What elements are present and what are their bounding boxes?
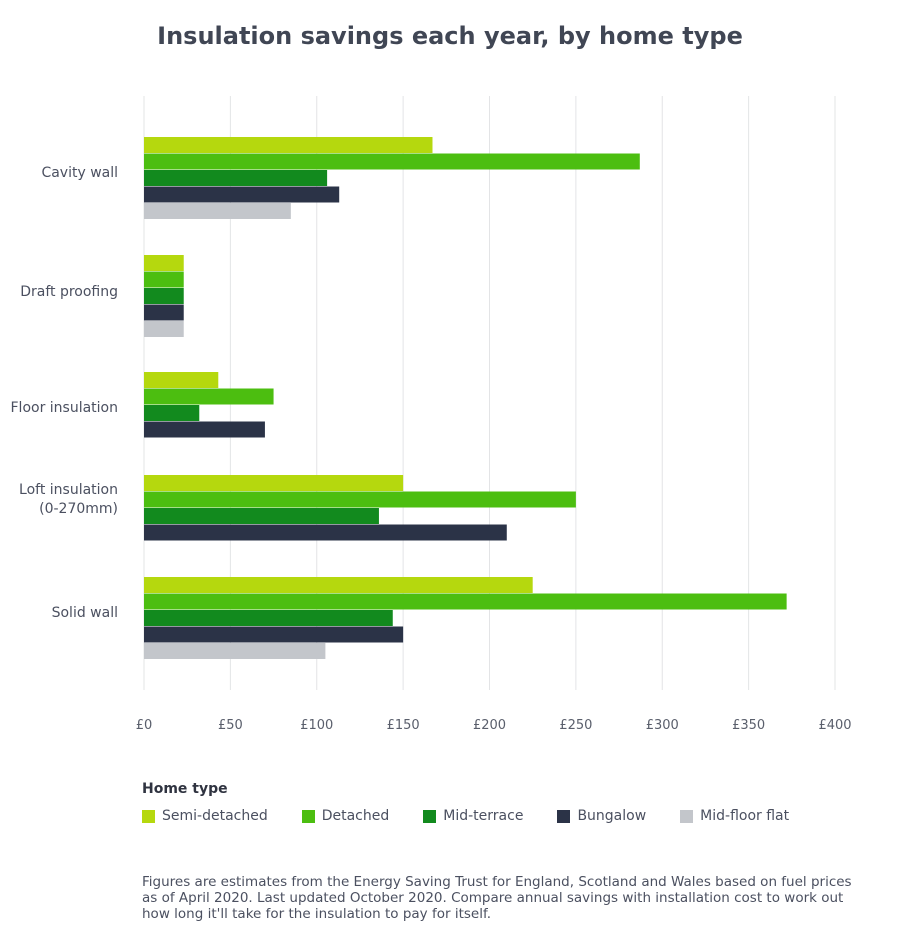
legend-item: Bungalow bbox=[557, 808, 646, 824]
x-tick-label: £250 bbox=[559, 718, 592, 733]
bar bbox=[144, 643, 326, 659]
x-tick-label: £150 bbox=[387, 718, 420, 733]
bar bbox=[144, 321, 184, 337]
bar bbox=[144, 491, 576, 508]
legend-item: Mid-floor flat bbox=[680, 808, 789, 824]
chart-title: Insulation savings each year, by home ty… bbox=[157, 22, 743, 50]
legend-item: Semi-detached bbox=[142, 808, 268, 824]
x-tick-label: £100 bbox=[300, 718, 333, 733]
legend-item: Detached bbox=[301, 808, 390, 824]
legend-title: Home type bbox=[142, 781, 228, 797]
legend-label: Bungalow bbox=[577, 808, 647, 824]
bar bbox=[144, 593, 787, 610]
bar-chart: £0 £50 £100 £150 £200 £250 £300 £350 £400 bbox=[136, 96, 852, 733]
x-tick-label: £350 bbox=[732, 718, 765, 733]
category-label: Draft proofing bbox=[20, 283, 118, 300]
x-tick-label: £400 bbox=[818, 718, 851, 733]
legend-swatch bbox=[142, 809, 155, 823]
category-label: Loft insulation (0-270mm) bbox=[19, 482, 118, 517]
bar bbox=[144, 524, 507, 541]
category-label: Floor insulation bbox=[10, 399, 119, 416]
bar bbox=[144, 405, 200, 421]
bar bbox=[144, 388, 274, 405]
bar bbox=[144, 372, 219, 388]
x-tick-label: £300 bbox=[646, 718, 679, 733]
legend-swatch bbox=[557, 809, 571, 823]
x-tick-label: £200 bbox=[473, 718, 506, 733]
bar bbox=[144, 610, 393, 626]
legend-item: Mid-terrace bbox=[423, 808, 523, 824]
legend-label: Semi-detached bbox=[162, 808, 268, 824]
legend-label: Mid-terrace bbox=[443, 808, 524, 824]
bar bbox=[144, 421, 265, 438]
x-tick-label: £0 bbox=[136, 718, 153, 733]
bar bbox=[144, 255, 184, 271]
bar bbox=[144, 137, 433, 153]
legend-swatch bbox=[301, 809, 315, 823]
category-label: Cavity wall bbox=[41, 164, 118, 181]
legend: Semi-detached Detached Mid-terrace Bungalow… bbox=[142, 808, 823, 824]
legend-swatch bbox=[680, 809, 694, 823]
bar bbox=[144, 626, 404, 643]
legend-swatch bbox=[423, 809, 437, 823]
bar bbox=[144, 186, 340, 203]
bar bbox=[144, 577, 533, 593]
legend-label: Mid-floor flat bbox=[700, 808, 790, 824]
bar bbox=[144, 271, 184, 288]
category-label: Solid wall bbox=[51, 604, 118, 621]
legend-label: Detached bbox=[321, 808, 390, 824]
x-tick-label: £50 bbox=[218, 718, 243, 733]
bar bbox=[144, 153, 640, 170]
bar bbox=[144, 304, 184, 321]
bar bbox=[144, 170, 328, 186]
bar bbox=[144, 288, 184, 304]
bar bbox=[144, 203, 291, 219]
bar bbox=[144, 508, 379, 524]
bar bbox=[144, 475, 404, 491]
footnote: Figures are estimates from the Energy Sa… bbox=[142, 874, 852, 922]
